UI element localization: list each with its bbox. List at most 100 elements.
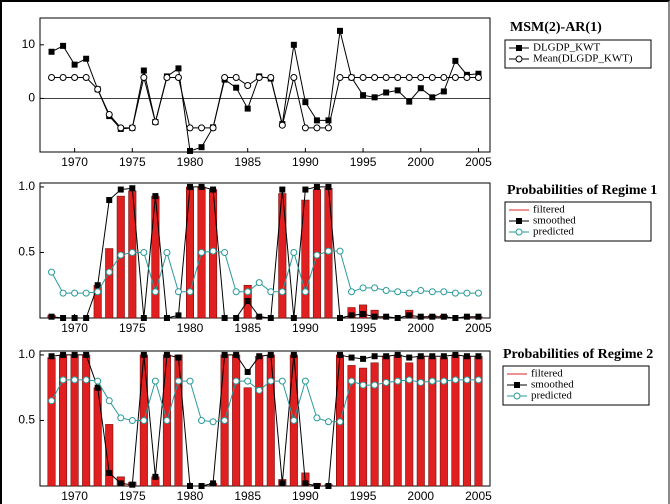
point bbox=[360, 355, 367, 362]
point bbox=[290, 248, 298, 256]
point bbox=[244, 105, 251, 112]
point bbox=[463, 353, 470, 360]
plot-frame bbox=[39, 17, 491, 153]
point bbox=[221, 351, 228, 358]
point bbox=[232, 377, 240, 385]
legend-label: Mean(DLGDP_KWT) bbox=[533, 53, 633, 65]
point bbox=[198, 144, 205, 151]
point bbox=[383, 89, 390, 96]
point bbox=[82, 376, 90, 384]
point bbox=[232, 73, 240, 81]
point bbox=[82, 289, 90, 297]
point bbox=[140, 67, 147, 74]
point bbox=[175, 65, 182, 72]
point bbox=[440, 88, 447, 95]
point bbox=[140, 248, 148, 256]
point bbox=[128, 124, 136, 132]
point bbox=[174, 377, 182, 385]
bar bbox=[174, 354, 183, 487]
point bbox=[163, 416, 171, 424]
bar bbox=[105, 424, 114, 487]
point bbox=[267, 377, 275, 385]
x-tick-label: 2000 bbox=[407, 321, 434, 335]
point bbox=[209, 247, 217, 255]
bar bbox=[82, 354, 91, 487]
bar bbox=[47, 357, 56, 487]
point bbox=[117, 414, 125, 422]
point bbox=[405, 73, 413, 81]
point bbox=[348, 312, 355, 319]
point bbox=[129, 481, 136, 488]
point bbox=[256, 353, 263, 360]
point bbox=[428, 377, 436, 385]
legend-marker bbox=[515, 55, 523, 63]
point bbox=[475, 70, 482, 77]
series-line bbox=[51, 186, 479, 319]
point bbox=[256, 313, 263, 320]
point bbox=[336, 247, 344, 255]
point bbox=[117, 480, 124, 487]
point bbox=[221, 416, 229, 424]
point bbox=[406, 354, 413, 361]
point bbox=[209, 418, 217, 426]
point bbox=[394, 315, 401, 321]
point bbox=[394, 351, 401, 358]
bar bbox=[347, 365, 356, 487]
point bbox=[383, 313, 390, 320]
bar bbox=[359, 367, 368, 487]
point bbox=[163, 73, 171, 81]
legend-label: predicted bbox=[531, 390, 572, 402]
legend-marker bbox=[513, 392, 521, 400]
point bbox=[325, 117, 332, 124]
bar bbox=[255, 355, 264, 487]
point bbox=[244, 288, 252, 296]
point bbox=[290, 351, 297, 358]
x-tick-label: 2000 bbox=[407, 155, 434, 169]
point bbox=[140, 351, 147, 358]
bar bbox=[243, 387, 252, 487]
point bbox=[301, 124, 309, 132]
point bbox=[233, 84, 240, 91]
y-tick-label: 1.0 bbox=[18, 347, 35, 361]
point bbox=[48, 313, 55, 320]
point bbox=[417, 286, 425, 294]
point bbox=[371, 284, 379, 292]
point bbox=[324, 247, 332, 255]
x-tick-label: 1970 bbox=[61, 321, 88, 335]
point bbox=[337, 27, 343, 34]
point bbox=[48, 73, 56, 81]
point bbox=[405, 376, 413, 384]
point bbox=[48, 353, 55, 360]
point bbox=[105, 268, 113, 276]
x-tick-label: 1985 bbox=[234, 489, 261, 503]
point bbox=[382, 73, 390, 81]
point bbox=[371, 94, 378, 101]
legend-marker bbox=[516, 218, 522, 224]
point bbox=[406, 312, 413, 319]
point bbox=[394, 288, 402, 296]
legend-label: filtered bbox=[531, 368, 563, 380]
point bbox=[360, 92, 367, 99]
point bbox=[359, 73, 367, 81]
point bbox=[382, 378, 390, 386]
point bbox=[348, 73, 356, 81]
x-tick-label: 1980 bbox=[177, 155, 204, 169]
point bbox=[244, 368, 251, 375]
x-tick-label: 1985 bbox=[234, 321, 261, 335]
point bbox=[290, 315, 297, 321]
point bbox=[198, 248, 206, 256]
point bbox=[83, 55, 90, 62]
x-tick-label: 1995 bbox=[350, 321, 377, 335]
point bbox=[186, 377, 194, 385]
point bbox=[140, 416, 148, 424]
y-tick-label: 1.0 bbox=[18, 179, 35, 193]
point bbox=[255, 73, 263, 81]
point bbox=[324, 418, 332, 426]
point bbox=[94, 377, 102, 385]
point bbox=[83, 351, 90, 358]
point bbox=[440, 313, 447, 320]
point bbox=[336, 73, 344, 81]
point bbox=[348, 377, 356, 385]
point bbox=[417, 85, 424, 92]
point bbox=[452, 351, 459, 358]
